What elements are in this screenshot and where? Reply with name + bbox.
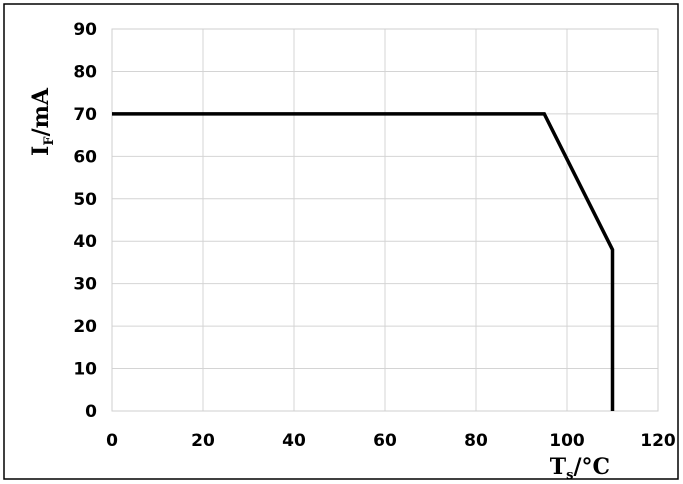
series-group bbox=[112, 112, 615, 411]
y-tick-label: 60 bbox=[73, 147, 97, 167]
y-tick-label: 70 bbox=[73, 105, 97, 125]
y-tick-label: 40 bbox=[73, 232, 97, 252]
x-axis-ticks: 0 20 40 60 80 100 120 bbox=[106, 431, 676, 451]
y-tick-label: 20 bbox=[73, 317, 97, 337]
y-tick-label: 10 bbox=[73, 360, 97, 380]
y-axis-ticks: 0 10 20 30 40 50 60 70 80 90 bbox=[73, 20, 97, 422]
y-tick-label: 90 bbox=[73, 20, 97, 40]
plot-area bbox=[111, 28, 659, 412]
x-tick-label: 100 bbox=[549, 431, 585, 451]
x-tick-label: 120 bbox=[640, 431, 676, 451]
y-tick-label: 80 bbox=[73, 62, 97, 82]
x-tick-label: 80 bbox=[464, 431, 488, 451]
y-tick-label: 50 bbox=[73, 190, 97, 210]
y-tick-label: 30 bbox=[73, 275, 97, 295]
x-tick-label: 20 bbox=[191, 431, 215, 451]
x-tick-label: 40 bbox=[282, 431, 306, 451]
x-tick-label: 60 bbox=[373, 431, 397, 451]
series-line-0 bbox=[112, 112, 615, 411]
x-tick-label: 0 bbox=[106, 431, 118, 451]
x-axis-title: Ts/°C bbox=[550, 454, 610, 483]
y-axis-title: IF/mA bbox=[28, 87, 57, 156]
y-tick-label: 0 bbox=[85, 402, 97, 422]
